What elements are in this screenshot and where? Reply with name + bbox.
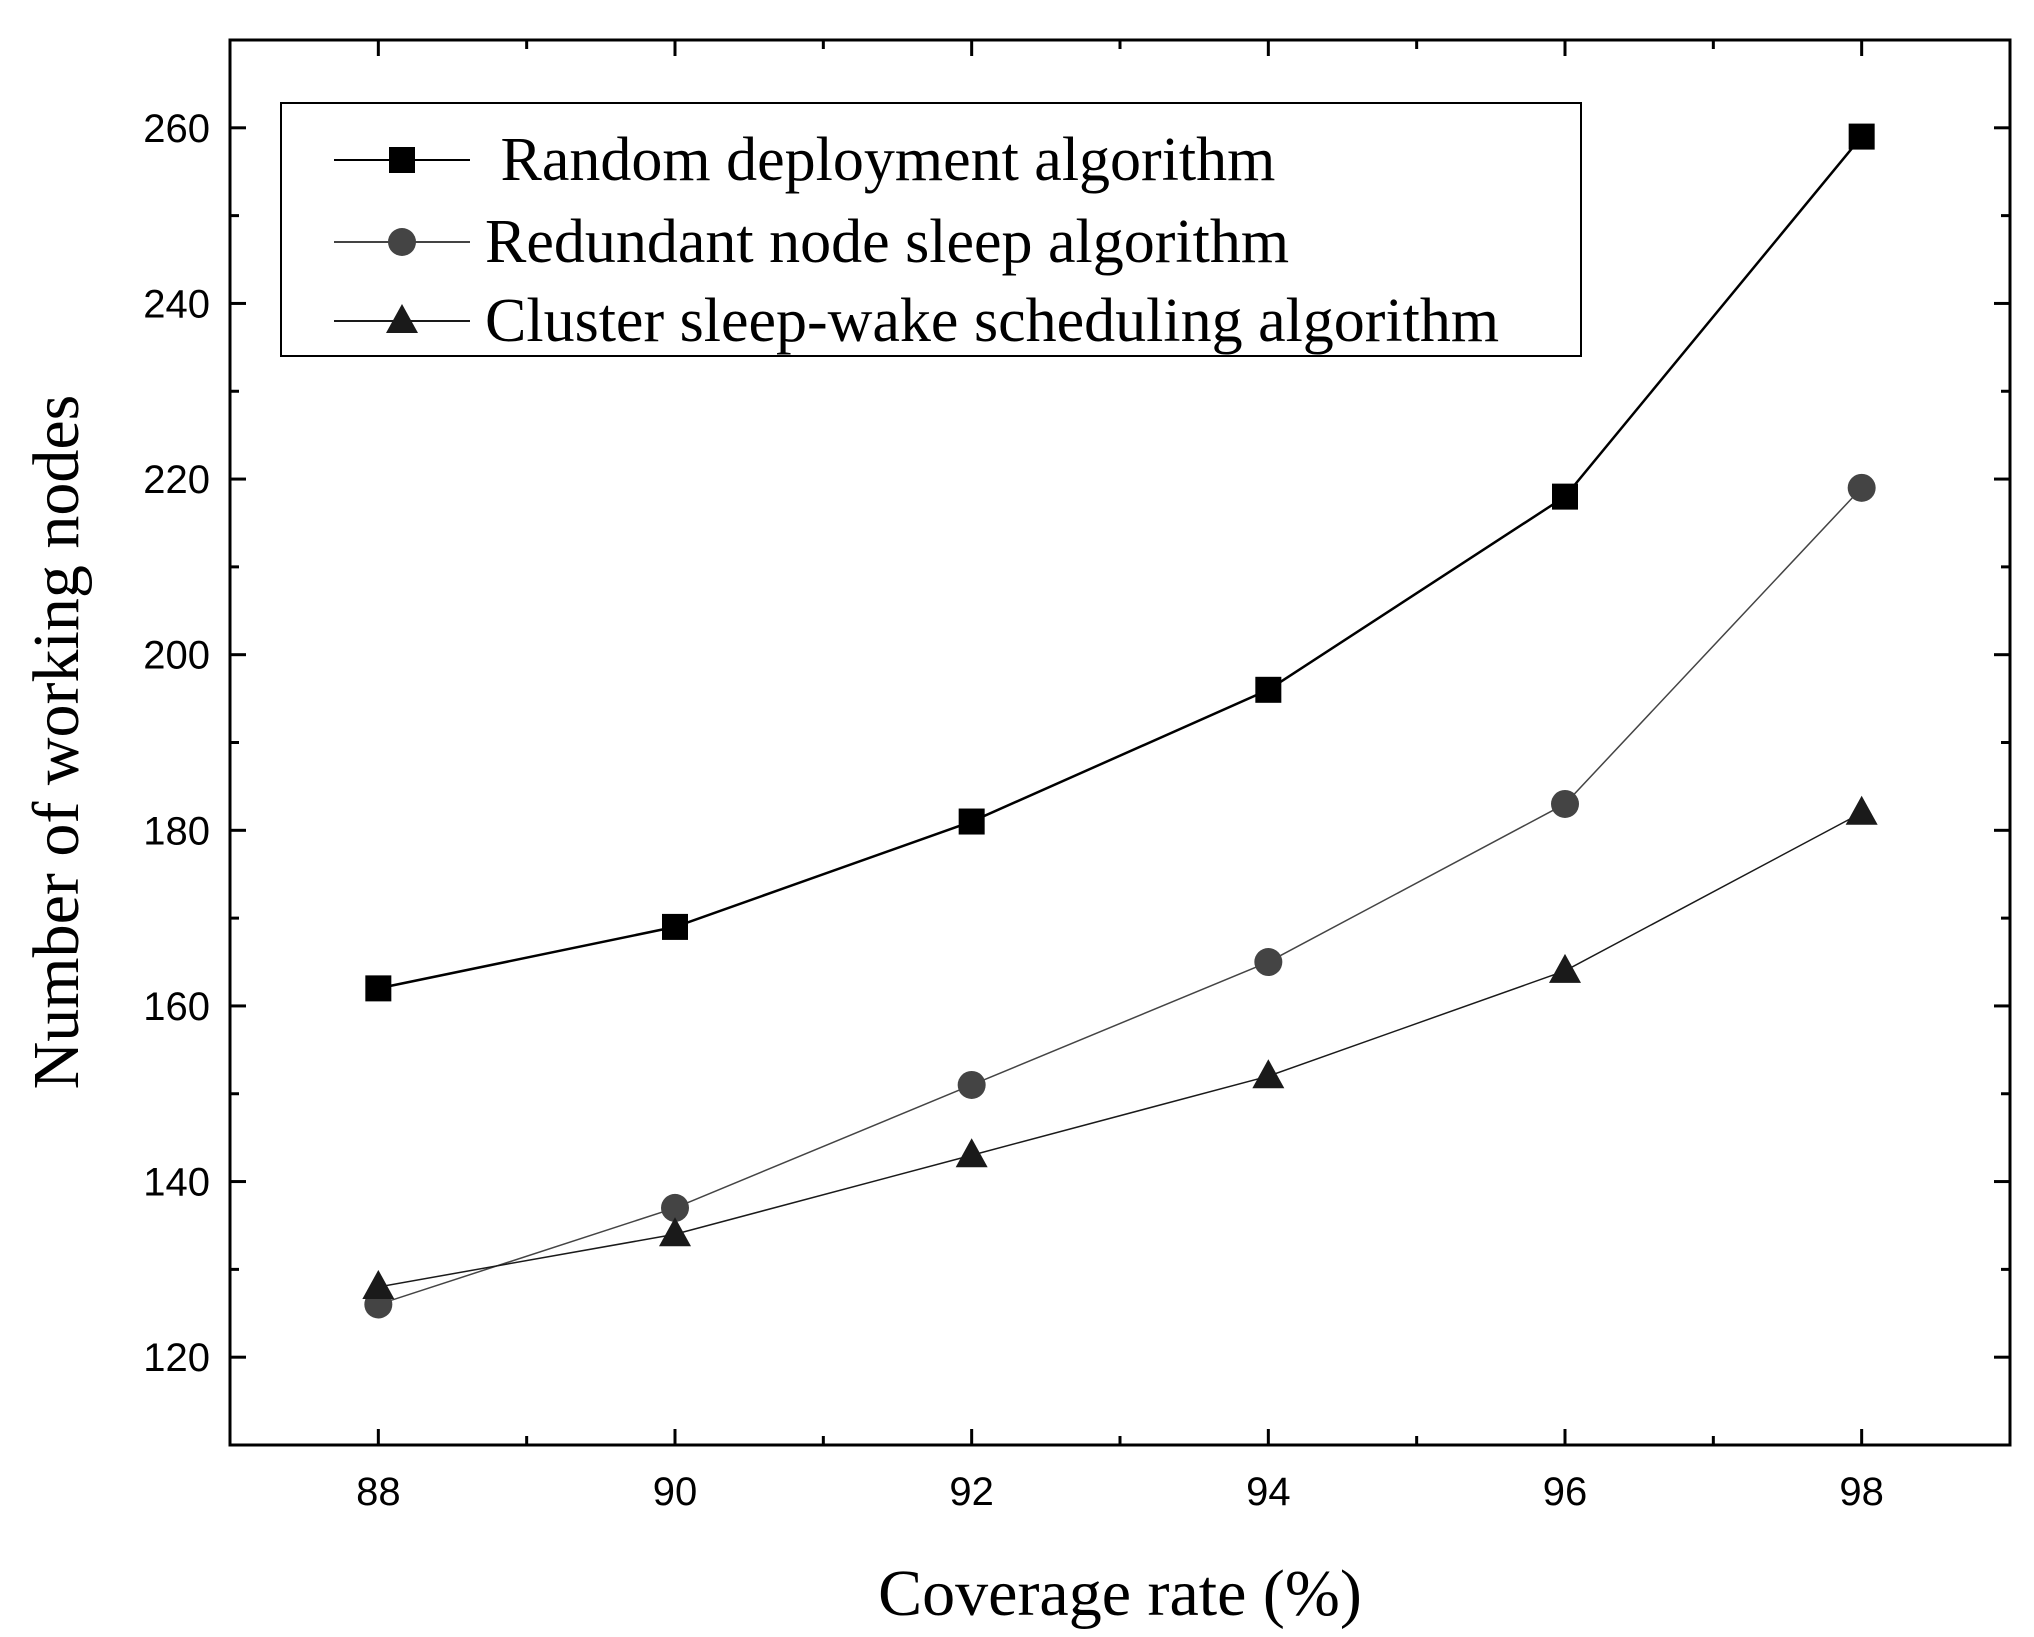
data-point-square (1848, 123, 1875, 150)
data-point-square (958, 808, 985, 835)
data-point-triangle (1252, 1059, 1285, 1089)
x-tick-label: 94 (1246, 1470, 1291, 1514)
y-tick-label: 120 (143, 1336, 210, 1380)
legend-label: Cluster sleep-wake scheduling algorithm (485, 287, 1499, 355)
y-tick-label: 180 (143, 809, 210, 853)
series-2 (362, 795, 1878, 1299)
y-tick-label: 200 (143, 634, 210, 678)
x-tick-label: 96 (1543, 1470, 1588, 1514)
y-tick-label: 240 (143, 282, 210, 326)
legend-item: Cluster sleep-wake scheduling algorithm (334, 287, 1499, 355)
legend-marker-square (389, 147, 415, 173)
legend-marker-circle (388, 228, 416, 256)
data-point-square (1552, 483, 1578, 510)
series-layer (362, 123, 1878, 1319)
data-point-square (662, 913, 688, 940)
legend-marker-triangle (386, 304, 418, 333)
data-point-triangle (955, 1138, 988, 1168)
axis-ticks: 88 90 92 94 96 98 120 140 160 180 200 220 240 260 (143, 38, 2012, 1514)
data-point-square (365, 975, 392, 1002)
data-point-circle (1254, 948, 1283, 977)
data-point-triangle (1549, 953, 1581, 983)
data-point-circle (1847, 473, 1876, 502)
series-1 (364, 473, 1876, 1319)
legend-box (280, 102, 1582, 357)
x-axis-title: Coverage rate (%) (878, 1557, 1362, 1630)
y-tick-label: 160 (143, 985, 210, 1029)
data-point-circle (1551, 789, 1579, 818)
legend-label: Random deployment algorithm (485, 126, 1275, 194)
x-tick-label: 98 (1839, 1470, 1884, 1514)
data-point-circle (957, 1070, 986, 1099)
series-0 (365, 123, 1875, 1002)
data-point-circle (661, 1193, 689, 1222)
legend: Random deployment algorithm Redundant nod… (280, 102, 1582, 357)
data-point-triangle (659, 1217, 691, 1247)
series-line (378, 487, 1863, 1306)
data-point-triangle (1845, 795, 1878, 825)
y-axis-title: Number of working nodes (20, 395, 93, 1090)
legend-item: Redundant node sleep algorithm (334, 208, 1289, 276)
legend-label: Redundant node sleep algorithm (485, 208, 1289, 276)
y-tick-label: 260 (143, 107, 210, 151)
data-point-square (1255, 676, 1282, 703)
x-tick-label: 88 (356, 1470, 401, 1514)
data-point-triangle (362, 1269, 395, 1299)
y-tick-label: 220 (143, 458, 210, 502)
series-line (378, 135, 1863, 990)
legend-item: Random deployment algorithm (334, 126, 1275, 194)
x-tick-label: 90 (653, 1470, 698, 1514)
y-tick-label: 140 (143, 1161, 210, 1205)
x-tick-label: 92 (949, 1470, 994, 1514)
series-line (378, 812, 1863, 1288)
